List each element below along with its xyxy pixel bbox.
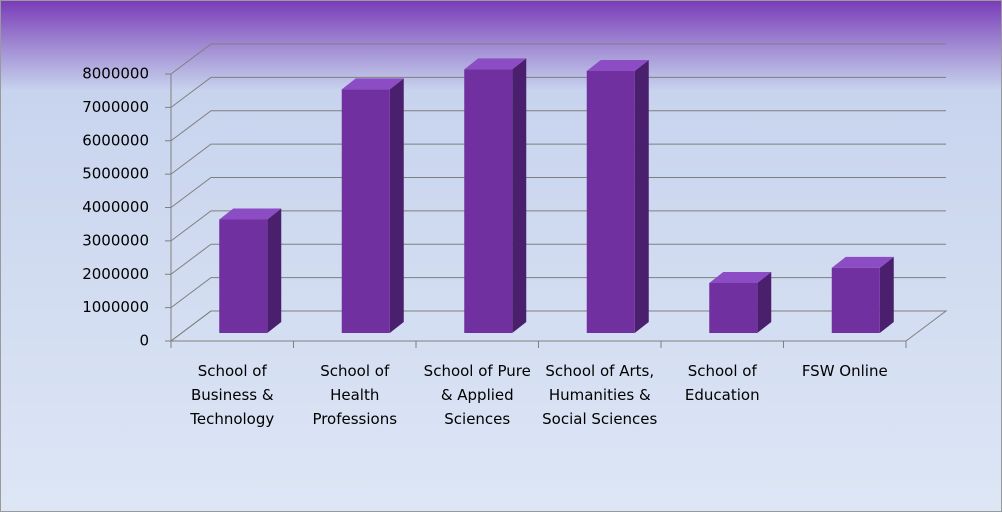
bar (709, 271, 772, 333)
grid-line (170, 243, 946, 275)
bar-front (341, 89, 390, 333)
bar-side (512, 58, 527, 334)
x-tick-label: School of Health Professions (312, 362, 398, 428)
grid-line (170, 110, 946, 142)
x-tick-label: School of Arts, Humanities & Social Scie… (542, 362, 658, 428)
bar-side (267, 208, 282, 333)
y-tick-label: 7000000 (82, 98, 149, 116)
bar-top (341, 78, 404, 90)
bar-front (464, 69, 513, 334)
bar-front (709, 282, 758, 333)
bar-front (219, 219, 268, 333)
bar (341, 78, 404, 333)
floor (169, 310, 948, 342)
bar-top (586, 60, 649, 72)
y-tick-label: 0 (139, 332, 149, 350)
y-tick-label: 8000000 (82, 65, 149, 83)
x-tick-label: School of Business & Technology (190, 362, 275, 428)
bar-top (219, 208, 282, 220)
bar-top (464, 58, 527, 70)
grid-line (170, 177, 946, 208)
grid-line (170, 143, 946, 175)
x-tick-label: School of Pure & Applied Sciences (423, 362, 531, 428)
y-tick-label: 3000000 (82, 231, 149, 249)
bar (464, 58, 527, 334)
y-tick-label: 5000000 (82, 165, 149, 183)
bar-top (831, 256, 894, 268)
bar (586, 60, 649, 333)
bar (219, 208, 282, 333)
bar-side (634, 60, 649, 333)
grid-line (170, 76, 946, 108)
bar (831, 256, 894, 333)
bar-side (879, 256, 894, 333)
y-tick-label: 4000000 (82, 198, 149, 216)
y-tick-label: 6000000 (82, 131, 149, 149)
y-tick-label: 2000000 (82, 265, 149, 283)
grid-line (170, 210, 946, 242)
x-tick-label: FSW Online (801, 362, 888, 380)
bar-front (586, 71, 635, 333)
x-tick-label: School of Education (684, 362, 760, 404)
grid-line (170, 277, 946, 309)
bar-side (757, 271, 772, 333)
grid-line (170, 310, 946, 342)
bar-front (831, 267, 880, 333)
y-tick-label: 1000000 (82, 298, 149, 316)
bar-top (709, 271, 772, 283)
grid-line (170, 43, 946, 75)
bar-side (389, 78, 404, 333)
